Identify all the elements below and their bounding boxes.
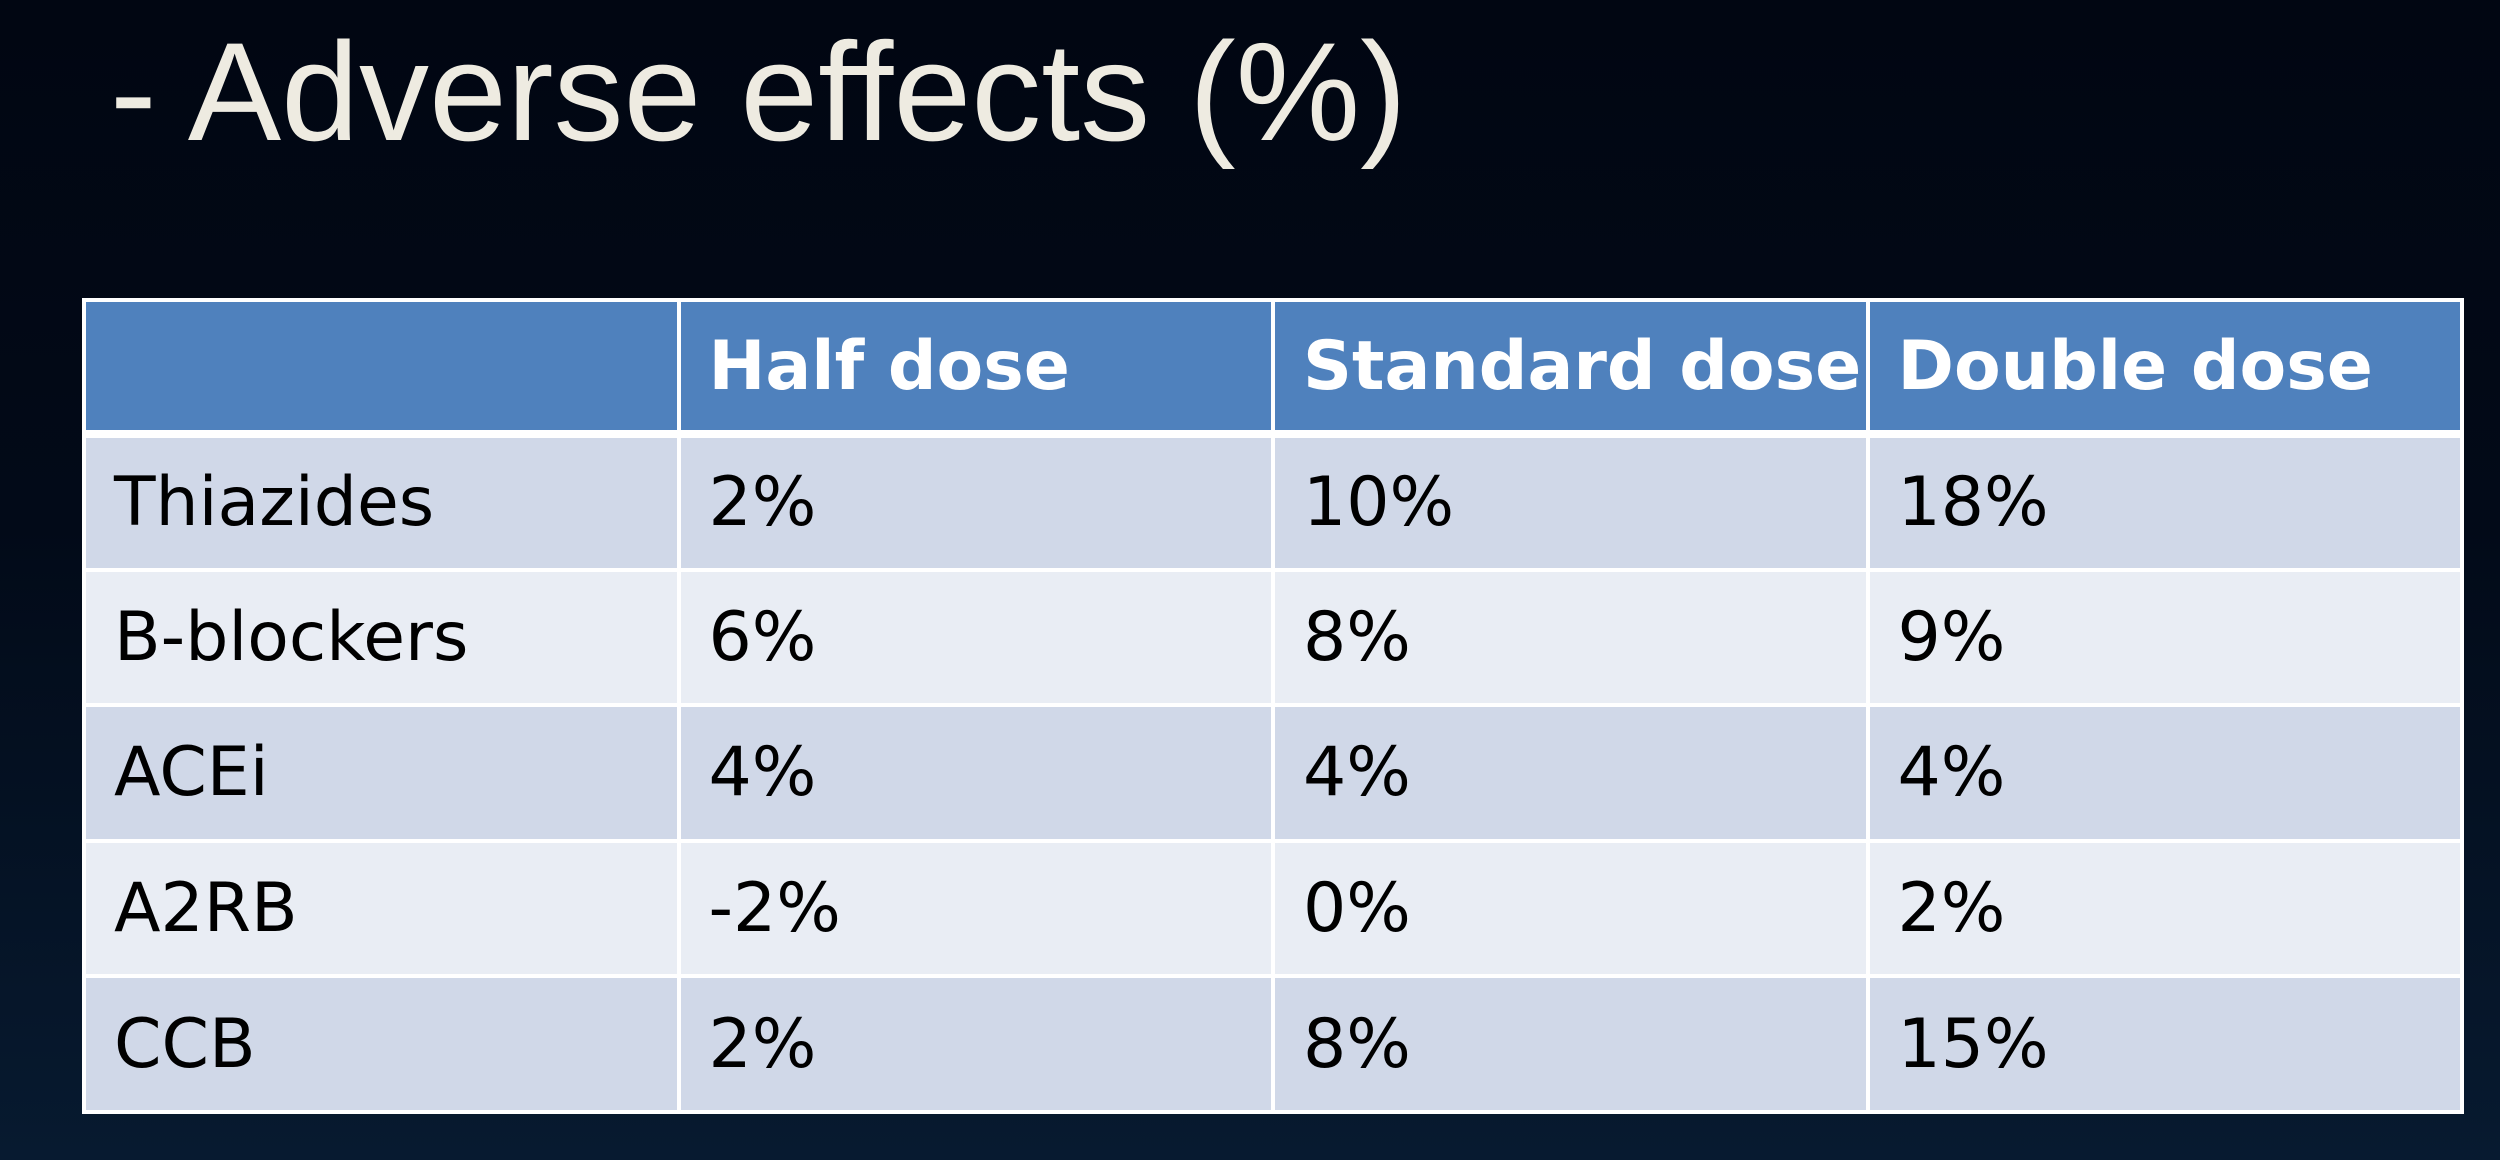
slide-title: - Adverse effects (%) [110,13,1407,170]
table-row: CCB 2% 8% 15% [82,974,2464,1114]
double-dose-cell: 9% [1865,567,2464,708]
standard-dose-cell: 0% [1271,838,1870,979]
standard-dose-cell: 8% [1271,567,1870,708]
header-standard-dose: Standard dose [1271,298,1870,438]
drug-class-cell: ACEi [82,703,681,843]
standard-dose-cell: 10% [1271,432,1870,572]
header-half-dose: Half dose [676,298,1275,438]
half-dose-cell: 6% [676,567,1275,708]
half-dose-cell: 4% [676,703,1275,843]
standard-dose-cell: 8% [1271,974,1870,1114]
table-header-row: Half dose Standard dose Double dose [82,298,2464,438]
standard-dose-cell: 4% [1271,703,1870,843]
double-dose-cell: 4% [1865,703,2464,843]
table-row: Thiazides 2% 10% 18% [82,432,2464,572]
half-dose-cell: -2% [676,838,1275,979]
table-row: ACEi 4% 4% 4% [82,703,2464,843]
header-double-dose: Double dose [1865,298,2464,438]
double-dose-cell: 2% [1865,838,2464,979]
half-dose-cell: 2% [676,974,1275,1114]
half-dose-cell: 2% [676,432,1275,572]
drug-class-cell: B-blockers [82,567,681,708]
adverse-effects-table: Half dose Standard dose Double dose Thia… [82,298,2464,1114]
drug-class-cell: Thiazides [82,432,681,572]
table-row: B-blockers 6% 8% 9% [82,567,2464,708]
drug-class-cell: A2RB [82,838,681,979]
table-row: A2RB -2% 0% 2% [82,838,2464,979]
drug-class-cell: CCB [82,974,681,1114]
double-dose-cell: 15% [1865,974,2464,1114]
double-dose-cell: 18% [1865,432,2464,572]
header-cell-empty [82,298,681,438]
